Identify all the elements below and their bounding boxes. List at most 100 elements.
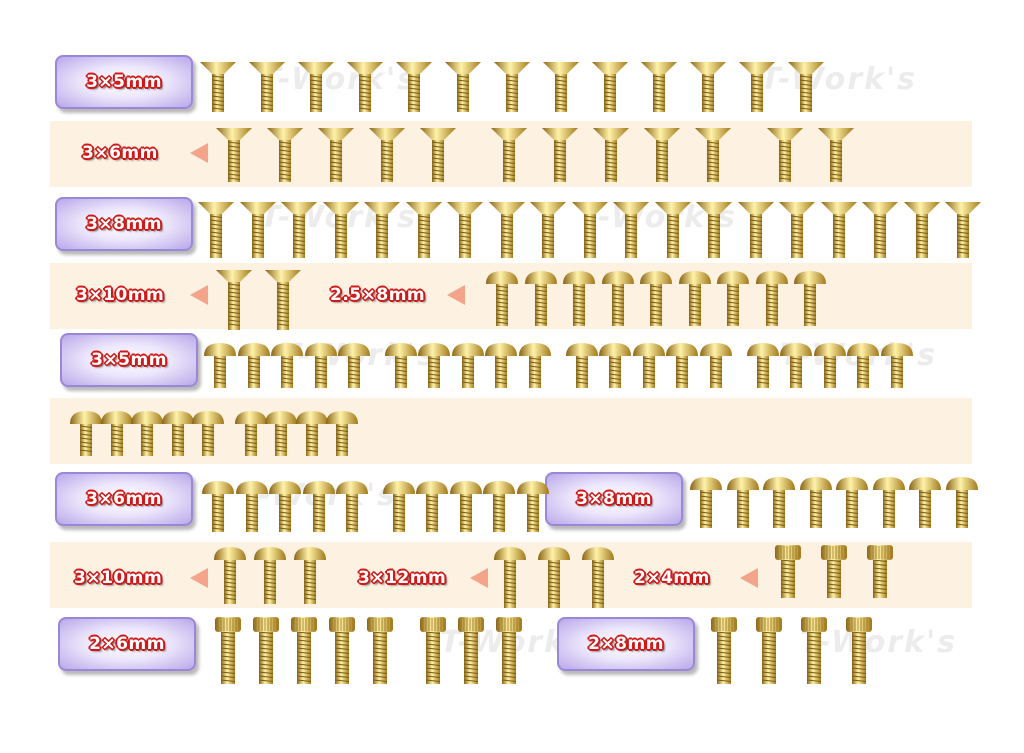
watermark: T-Work's [760,62,918,97]
button-head-screw [418,343,451,388]
button-head-screw [265,411,298,456]
button-head-screw [326,411,359,456]
size-label: 2×4mm [634,568,710,588]
flat-head-screw [347,62,383,112]
button-head-screw [690,477,722,528]
flat-head-screw [903,202,940,258]
flat-head-screw [281,202,317,258]
knurled-head-screw [458,617,485,684]
flat-head-screw [445,62,481,112]
watermark: T-Work's [260,62,418,97]
button-head-screw [601,271,634,326]
button-head-screw [909,477,941,528]
button-head-screw [678,271,711,326]
knurled-head-screw [821,545,847,598]
knurled-head-screw [846,617,872,684]
button-head-screw [794,271,826,326]
button-head-screw [746,343,779,388]
flat-head-screw [739,62,775,112]
flat-head-screw [447,202,483,258]
size-label: 2×8mm [588,634,664,654]
flat-head-screw [265,270,301,330]
flat-head-screw [200,62,236,112]
arrow-icon [470,568,488,588]
knurled-head-screw [367,617,393,684]
flat-head-screw [249,62,285,112]
flat-head-screw [494,62,530,112]
flat-head-screw [613,202,649,258]
button-head-screw [192,411,224,456]
knurled-head-screw [215,617,241,684]
button-head-screw [449,481,482,532]
button-head-screw [336,481,368,532]
flat-head-screw [788,62,824,112]
flat-head-screw [216,128,252,182]
flat-head-screw [644,128,681,182]
button-head-screw [945,477,978,528]
flat-head-screw [945,202,981,258]
size-label: 3×6mm [86,489,162,509]
arrow-icon [740,568,758,588]
button-head-screw [294,547,326,604]
flat-head-screw [216,270,252,330]
button-head-screw [416,481,449,532]
button-head-screw [582,547,614,608]
button-head-screw [295,411,328,456]
button-head-screw [131,411,163,456]
flat-head-screw [779,202,815,258]
button-head-screw [813,343,846,388]
size-label: 3×8mm [86,214,162,234]
flat-head-screw [696,202,732,258]
button-head-screw [518,343,551,388]
button-head-screw [302,481,335,532]
knurled-head-screw [756,617,782,684]
size-label: 2.5×8mm [330,285,426,305]
button-head-screw [483,481,516,532]
size-label: 2×6mm [89,634,165,654]
button-head-screw [516,481,549,532]
flat-head-screw [488,202,525,258]
button-head-screw [235,481,268,532]
button-head-screw [485,343,518,388]
button-head-screw [640,271,672,326]
flat-head-screw [593,128,630,182]
flat-head-screw [862,202,898,258]
button-head-screw [563,271,595,326]
flat-head-screw [543,62,579,112]
size-label: 3×6mm [82,143,158,163]
button-head-screw [699,343,732,388]
flat-head-screw [542,128,579,182]
button-head-screw [780,343,813,388]
flat-head-screw [530,202,566,258]
size-label-box: 3×8mm [55,197,193,251]
button-head-screw [666,343,699,388]
flat-head-screw [396,62,432,112]
button-head-screw [204,343,236,388]
button-head-screw [763,477,795,528]
button-head-screw [304,343,337,388]
size-label: 3×10mm [74,568,163,588]
size-label-box: 2×8mm [557,617,695,671]
knurled-head-screw [801,617,827,684]
button-head-screw [202,481,234,532]
button-head-screw [632,343,665,388]
flat-head-screw [369,128,405,182]
size-label: 3×5mm [86,72,162,92]
size-label: 3×8mm [576,489,652,509]
flat-head-screw [695,128,732,182]
button-head-screw [726,477,759,528]
flat-head-screw [820,202,857,258]
size-label-box: 3×5mm [60,333,198,387]
button-head-screw [872,477,905,528]
size-label: 3×12mm [358,568,447,588]
button-head-screw [237,343,270,388]
button-head-screw [254,547,286,604]
button-head-screw [214,547,246,604]
flat-head-screw [239,202,276,258]
button-head-screw [100,411,133,456]
button-head-screw [382,481,415,532]
knurled-head-screw [867,545,893,598]
flat-head-screw [318,128,354,182]
flat-head-screw [267,128,303,182]
button-head-screw [70,411,102,456]
